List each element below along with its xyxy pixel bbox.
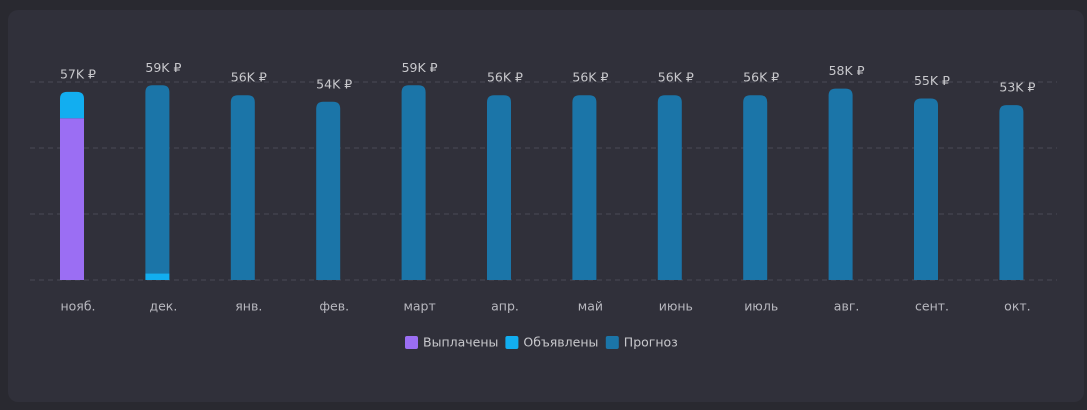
total-label: 57K ₽ bbox=[60, 66, 96, 81]
total-label: 54K ₽ bbox=[316, 76, 352, 91]
bar-segment bbox=[60, 91, 84, 119]
bar-segment bbox=[572, 95, 597, 280]
total-label: 59K ₽ bbox=[402, 60, 438, 75]
bar-segment bbox=[914, 98, 938, 280]
bar-segment bbox=[828, 88, 853, 280]
bar-segment bbox=[487, 95, 511, 280]
bar-segment bbox=[230, 95, 255, 280]
legend-label: Выплачены bbox=[423, 335, 498, 350]
bar-segment bbox=[657, 95, 682, 280]
total-label: 56K ₽ bbox=[487, 70, 523, 85]
bar-segment bbox=[743, 95, 768, 280]
x-tick-label: сент. bbox=[915, 299, 949, 314]
x-tick-label: нояб. bbox=[60, 299, 95, 314]
x-tick-label: дек. bbox=[149, 299, 177, 314]
x-tick-label: янв. bbox=[235, 299, 262, 314]
total-label: 55K ₽ bbox=[914, 73, 950, 88]
x-tick-label: июль bbox=[744, 299, 778, 314]
bar-segment bbox=[401, 85, 426, 280]
panel bbox=[8, 10, 1084, 402]
legend-label: Объявлены bbox=[523, 335, 598, 350]
x-tick-label: апр. bbox=[491, 299, 519, 314]
bar-segment bbox=[145, 273, 170, 280]
legend-label: Прогноз bbox=[624, 335, 678, 350]
total-label: 58K ₽ bbox=[829, 63, 865, 78]
total-label: 56K ₽ bbox=[231, 70, 267, 85]
legend-swatch bbox=[505, 336, 519, 349]
legend-swatch bbox=[605, 336, 619, 349]
bar-segment bbox=[999, 105, 1024, 280]
x-tick-label: май bbox=[578, 299, 603, 314]
x-tick-label: март bbox=[403, 299, 435, 314]
x-tick-label: фев. bbox=[319, 299, 349, 314]
x-tick-label: авг. bbox=[834, 299, 860, 314]
x-tick-label: июнь bbox=[659, 299, 693, 314]
bar-segment bbox=[316, 101, 341, 280]
total-label: 53K ₽ bbox=[999, 80, 1035, 95]
total-label: 56K ₽ bbox=[658, 70, 694, 85]
bar-segment bbox=[145, 85, 170, 274]
bar-segment bbox=[60, 118, 84, 280]
total-label: 56K ₽ bbox=[743, 70, 779, 85]
legend-swatch bbox=[405, 336, 418, 349]
total-label: 59K ₽ bbox=[145, 60, 181, 75]
total-label: 56K ₽ bbox=[572, 70, 608, 85]
x-tick-label: окт. bbox=[1004, 299, 1030, 314]
